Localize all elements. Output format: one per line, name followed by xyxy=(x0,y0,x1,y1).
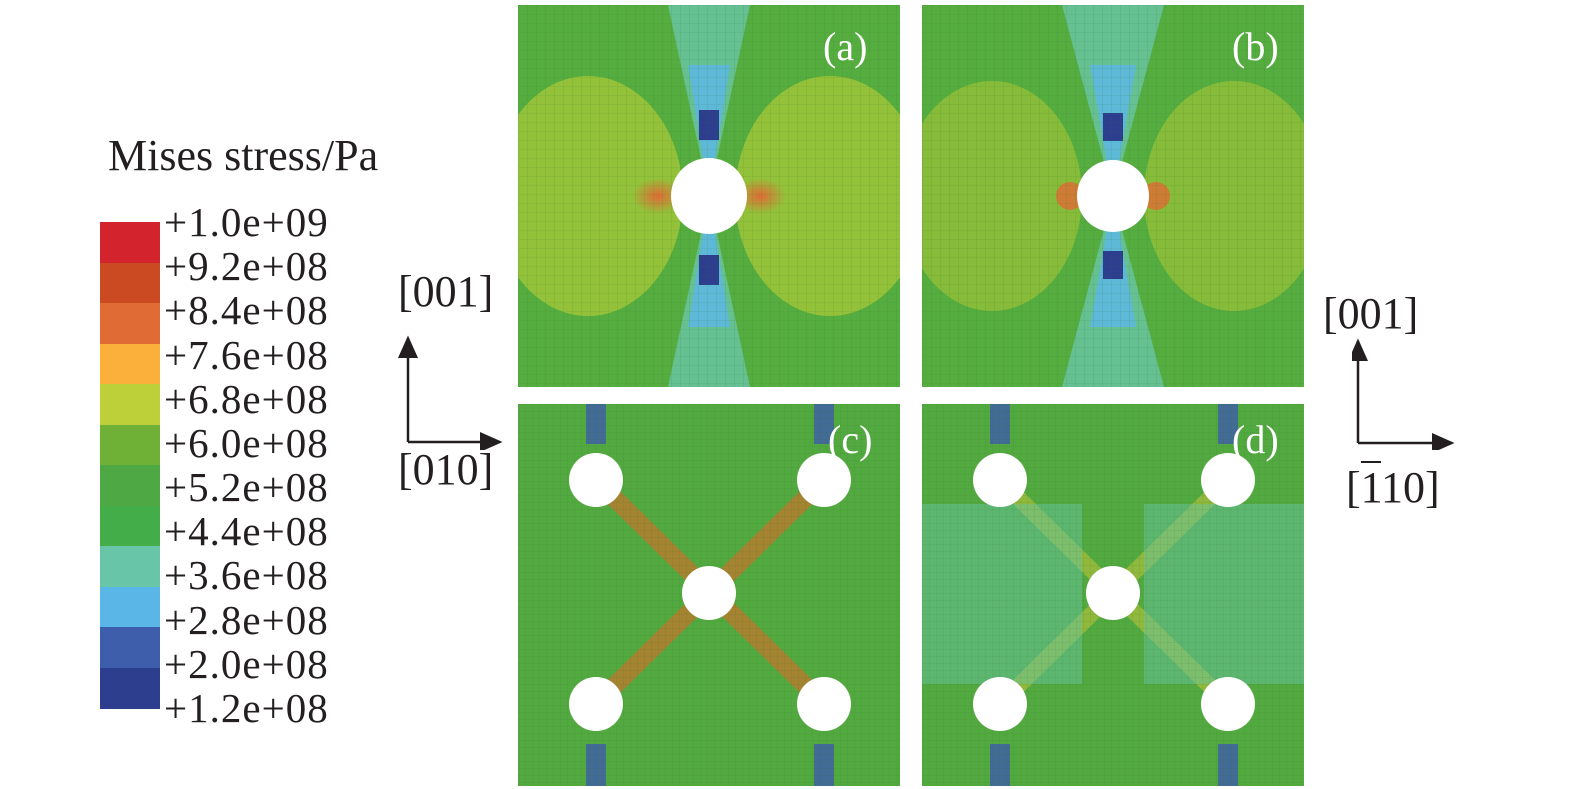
panel-b: (b) xyxy=(922,5,1304,387)
colorbar-tick-label: +5.2e+08 xyxy=(164,464,329,511)
colorbar-swatch xyxy=(100,303,160,344)
colorbar-tick-label: +4.4e+08 xyxy=(164,508,329,555)
colorbar-swatch xyxy=(100,424,160,466)
colorbar-swatch xyxy=(100,384,160,425)
colorbar-tick-label: +3.6e+08 xyxy=(164,552,329,599)
overbar-digit: 1 xyxy=(1360,461,1382,512)
colorbar-tick-label: +2.8e+08 xyxy=(164,596,329,643)
left-axis-horizontal-label: [010] xyxy=(398,445,494,494)
colorbar-swatch xyxy=(100,222,160,263)
colorbar-tick-label: +8.4e+08 xyxy=(164,287,329,334)
left-axis-arrows xyxy=(398,335,503,450)
colorbar-swatch xyxy=(100,505,160,547)
colorbar-tick-label: +7.6e+08 xyxy=(164,331,329,378)
right-axis-arrows xyxy=(1352,338,1455,450)
colorbar-swatch xyxy=(100,586,160,628)
panel-c-label: (c) xyxy=(828,417,873,462)
colorbar-swatch xyxy=(100,465,160,506)
panel-c: (c) xyxy=(518,404,900,786)
panel-d-label: (d) xyxy=(1232,417,1279,462)
colorbar-swatch xyxy=(100,627,160,668)
stress-map-c xyxy=(518,404,900,786)
colorbar-tick-label: +1.0e+09 xyxy=(164,199,329,245)
legend-title: Mises stress/Pa xyxy=(108,131,379,180)
panel-a-label: (a) xyxy=(823,24,868,69)
colorbar-tick-label: +6.8e+08 xyxy=(164,375,329,422)
colorbar-tick-label: +1.2e+08 xyxy=(164,685,329,731)
right-axis-vertical-label: [001] xyxy=(1323,289,1419,338)
colorbar-tick-label: +2.0e+08 xyxy=(164,640,329,687)
stress-map-b xyxy=(922,5,1304,387)
colorbar-swatch xyxy=(100,343,160,385)
colorbar-tick-label: +9.2e+08 xyxy=(164,243,329,290)
panel-b-label: (b) xyxy=(1232,24,1279,69)
right-axis-horizontal-label: [110] xyxy=(1346,461,1440,512)
colorbar-swatch xyxy=(100,546,160,587)
colorbar-tick-label: +6.0e+08 xyxy=(164,419,329,466)
stress-map-d xyxy=(922,404,1304,786)
left-axis-vertical-label: [001] xyxy=(398,267,494,316)
panel-d: (d) xyxy=(922,404,1304,786)
panel-a: (a) xyxy=(518,5,900,387)
colorbar-swatch xyxy=(100,262,160,304)
stress-map-a xyxy=(518,5,900,387)
colorbar-swatch xyxy=(100,667,160,709)
